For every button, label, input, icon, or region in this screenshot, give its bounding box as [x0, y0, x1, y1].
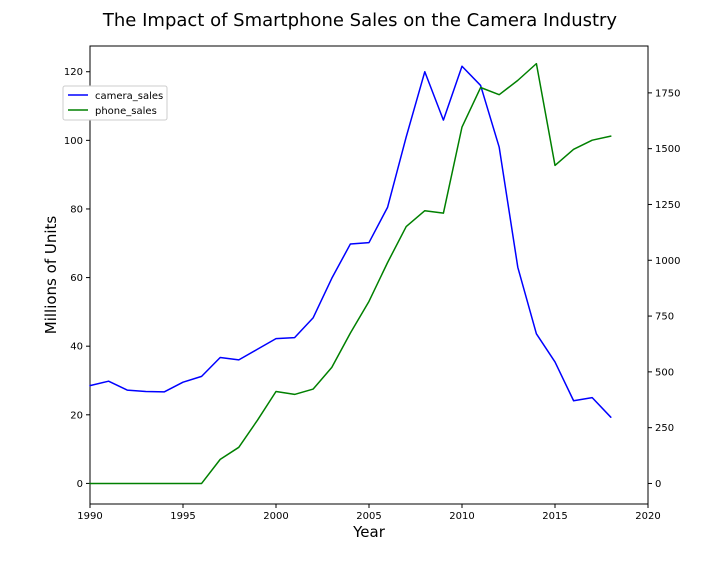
y-left-tick-label: 120	[64, 67, 83, 78]
series-line-camera-sales	[89, 65, 612, 418]
x-tick-label: 2005	[356, 511, 381, 522]
y-left-tick-label: 0	[77, 479, 83, 490]
y-right-tick-label: 250	[655, 423, 674, 434]
legend-label-phone-sales: phone_sales	[95, 106, 157, 117]
x-tick-label: 2015	[542, 511, 567, 522]
x-tick-label: 2020	[635, 511, 660, 522]
legend-label-camera-sales: camera_sales	[95, 91, 163, 102]
y-right-tick-label: 0	[655, 479, 661, 490]
plot-area	[89, 45, 649, 505]
y-right-tick-label: 1750	[655, 88, 680, 99]
y-right-tick-label: 1500	[655, 144, 680, 155]
x-axis: 1990 1995 2000 2005 2010 2015 2020	[77, 504, 661, 522]
x-tick-label: 1995	[170, 511, 195, 522]
x-tick-label: 2000	[263, 511, 288, 522]
series-layer	[89, 62, 612, 485]
y-right-tick-label: 500	[655, 367, 674, 378]
legend-box	[62, 85, 168, 121]
x-tick-label: 2010	[449, 511, 474, 522]
y-axis-right: 0 250 500 750 1000 1250 1500 1750	[648, 88, 680, 490]
y-right-tick-label: 750	[655, 312, 674, 323]
y-axis-label: Millions of Units	[42, 216, 60, 335]
y-left-tick-label: 60	[70, 273, 83, 284]
plot-frame	[89, 45, 649, 505]
legend: camera_sales phone_sales	[62, 85, 168, 121]
y-right-tick-label: 1250	[655, 200, 680, 211]
y-right-tick-label: 1000	[655, 256, 680, 267]
y-axis-left: 0 20 40 60 80 100 120	[64, 67, 90, 490]
y-left-tick-label: 100	[64, 136, 83, 147]
y-left-tick-label: 20	[70, 410, 83, 421]
x-tick-label: 1990	[77, 511, 102, 522]
chart-title: The Impact of Smartphone Sales on the Ca…	[102, 10, 618, 31]
y-left-tick-label: 80	[70, 204, 83, 215]
x-axis-label: Year	[352, 523, 386, 541]
y-left-tick-label: 40	[70, 342, 83, 353]
series-line-phone-sales	[89, 62, 612, 485]
